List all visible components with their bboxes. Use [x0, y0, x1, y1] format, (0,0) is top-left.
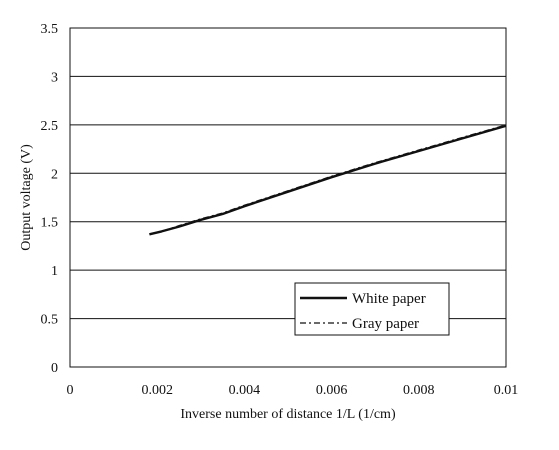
- grid-lines: [70, 75, 506, 320]
- x-tick-label: 0.006: [316, 383, 348, 398]
- x-tick-label: 0: [67, 383, 74, 398]
- y-tick-label: 1: [51, 264, 58, 279]
- legend: White paper Gray paper: [294, 282, 450, 336]
- series-lines: [149, 124, 507, 236]
- plot-area: [69, 27, 507, 368]
- y-tick-label: 3.5: [41, 22, 59, 37]
- y-axis-title: Output voltage (V): [19, 144, 34, 251]
- series-line-white-paper: [149, 124, 507, 236]
- legend-label-white-paper: White paper: [352, 291, 426, 307]
- x-tick-label: 0.01: [494, 383, 519, 398]
- x-tick-label: 0.002: [141, 383, 173, 398]
- x-tick-label: 0.004: [229, 383, 261, 398]
- x-tick-label: 0.008: [403, 383, 435, 398]
- y-tick-label: 2.5: [41, 119, 59, 134]
- y-axis-tick-labels: 0 0.5 1 1.5 2 2.5 3 3.5: [41, 22, 59, 376]
- y-tick-label: 0: [51, 361, 58, 376]
- legend-box: [294, 282, 450, 336]
- x-axis-tick-labels: 0 0.002 0.004 0.006 0.008 0.01: [67, 383, 519, 398]
- y-tick-label: 3: [51, 70, 58, 85]
- legend-label-gray-paper: Gray paper: [352, 316, 419, 332]
- y-tick-label: 0.5: [41, 313, 59, 328]
- y-tick-label: 2: [51, 167, 58, 182]
- x-axis-title: Inverse number of distance 1/L (1/cm): [180, 407, 396, 422]
- series-line-gray-paper: [149, 124, 507, 235]
- y-tick-label: 1.5: [41, 216, 59, 231]
